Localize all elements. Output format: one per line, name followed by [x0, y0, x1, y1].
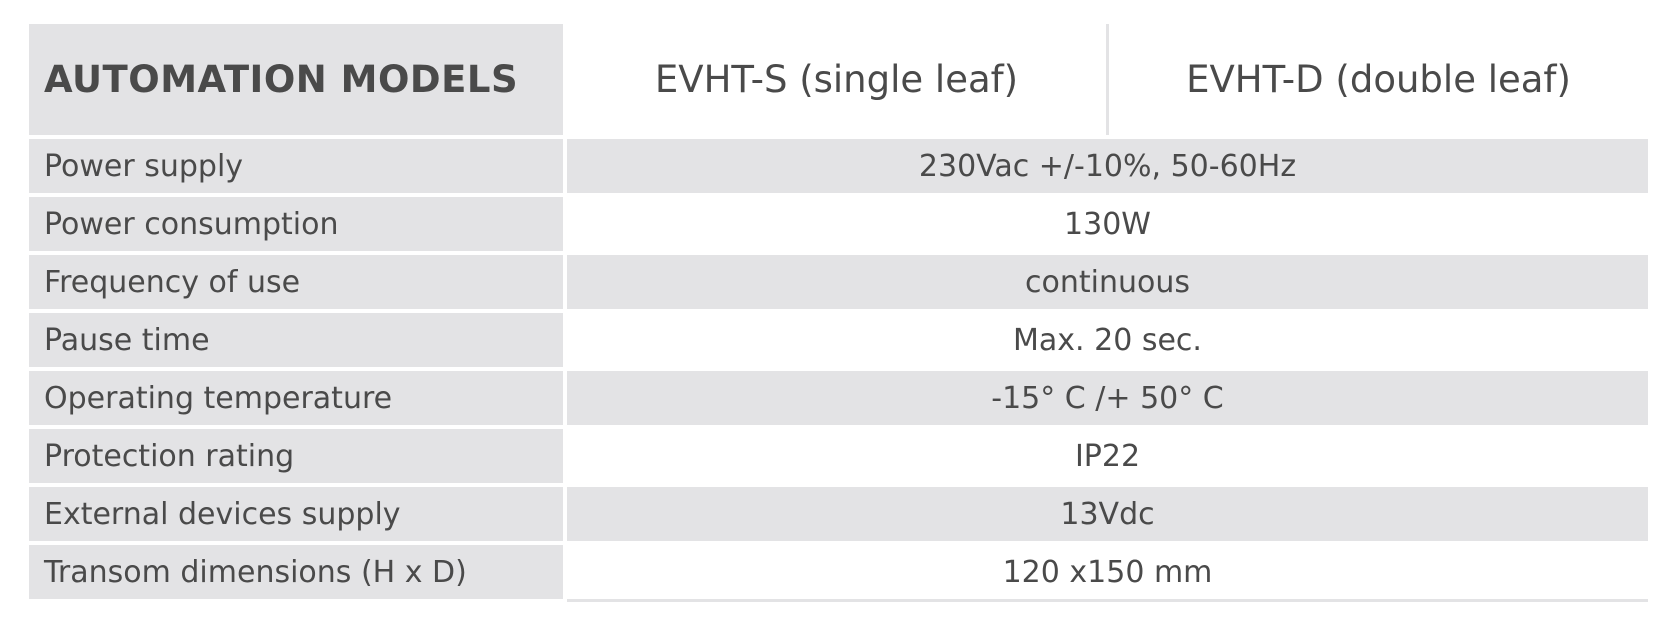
table-row: Pause time Max. 20 sec.: [29, 313, 1648, 367]
table-row: Transom dimensions (H x D) 120 x150 mm: [29, 545, 1648, 599]
table-bottom-rule: [567, 599, 1648, 602]
header-label: AUTOMATION MODELS: [29, 24, 563, 135]
row-label: Pause time: [29, 313, 563, 367]
row-value: continuous: [567, 255, 1648, 309]
column-divider: [1106, 24, 1109, 135]
model-single-leaf: EVHT-S (single leaf): [654, 58, 1019, 101]
row-value: 120 x150 mm: [567, 545, 1648, 599]
spec-table: AUTOMATION MODELS EVHT-S (single leaf) E…: [29, 24, 1648, 603]
row-label: Frequency of use: [29, 255, 563, 309]
row-label: Power supply: [29, 139, 563, 193]
row-value: 13Vdc: [567, 487, 1648, 541]
row-value: Max. 20 sec.: [567, 313, 1648, 367]
row-label: Protection rating: [29, 429, 563, 483]
model-double-leaf: EVHT-D (double leaf): [1186, 58, 1571, 101]
table-row: External devices supply 13Vdc: [29, 487, 1648, 541]
table-row: Protection rating IP22: [29, 429, 1648, 483]
table-row: Power supply 230Vac +/-10%, 50-60Hz: [29, 139, 1648, 193]
model-columns: EVHT-S (single leaf) EVHT-D (double leaf…: [567, 24, 1648, 135]
row-value: 130W: [567, 197, 1648, 251]
row-label: Power consumption: [29, 197, 563, 251]
row-label: Operating temperature: [29, 371, 563, 425]
row-label: Transom dimensions (H x D): [29, 545, 563, 599]
row-value: -15° C /+ 50° C: [567, 371, 1648, 425]
table-header-row: AUTOMATION MODELS EVHT-S (single leaf) E…: [29, 24, 1648, 135]
row-value: 230Vac +/-10%, 50-60Hz: [567, 139, 1648, 193]
table-row: Operating temperature -15° C /+ 50° C: [29, 371, 1648, 425]
table-row: Power consumption 130W: [29, 197, 1648, 251]
row-label: External devices supply: [29, 487, 563, 541]
row-value: IP22: [567, 429, 1648, 483]
table-row: Frequency of use continuous: [29, 255, 1648, 309]
